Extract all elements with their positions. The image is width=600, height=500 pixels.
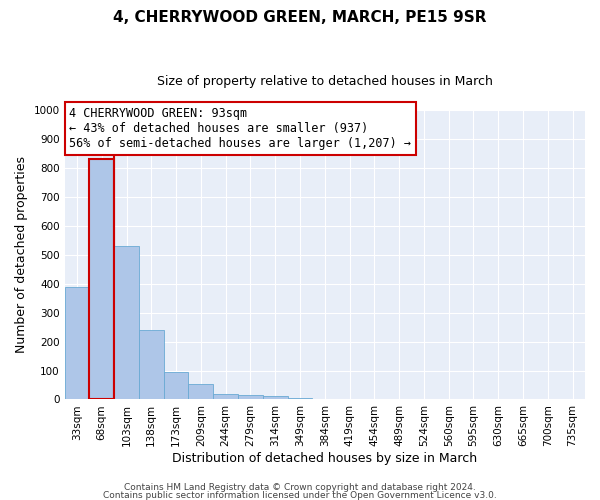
Bar [164,372,188,400]
Bar [114,246,139,400]
Bar [287,398,313,400]
Text: 4, CHERRYWOOD GREEN, MARCH, PE15 9SR: 4, CHERRYWOOD GREEN, MARCH, PE15 9SR [113,10,487,25]
Text: Contains HM Land Registry data © Crown copyright and database right 2024.: Contains HM Land Registry data © Crown c… [124,484,476,492]
Y-axis label: Number of detached properties: Number of detached properties [15,156,28,353]
Bar [139,330,164,400]
Bar [65,286,89,400]
Bar [213,394,238,400]
Title: Size of property relative to detached houses in March: Size of property relative to detached ho… [157,75,493,88]
Bar [188,384,213,400]
Bar [263,396,287,400]
X-axis label: Distribution of detached houses by size in March: Distribution of detached houses by size … [172,452,478,465]
Text: 4 CHERRYWOOD GREEN: 93sqm
← 43% of detached houses are smaller (937)
56% of semi: 4 CHERRYWOOD GREEN: 93sqm ← 43% of detac… [70,107,412,150]
Text: Contains public sector information licensed under the Open Government Licence v3: Contains public sector information licen… [103,491,497,500]
Bar [238,395,263,400]
Bar [89,159,114,400]
